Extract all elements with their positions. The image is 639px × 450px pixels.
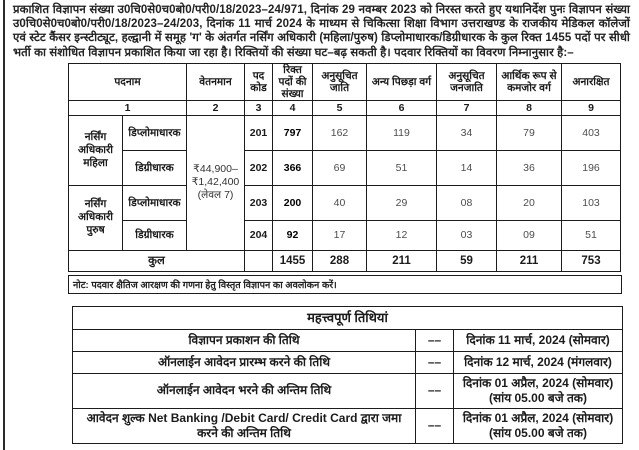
total-sc: 288: [312, 249, 367, 272]
post-code: 203: [244, 184, 273, 221]
intro-paragraph: प्रकाशित विज्ञापन संख्या उ0चि0से0च0बो0/प…: [13, 4, 630, 59]
date-value-line2: (सांय 05.00 बजे तक): [488, 425, 588, 440]
column-number: 5: [312, 99, 367, 116]
date-value-line1: दिनांक 01 अप्रैल, 2024 (सोमवार): [462, 375, 614, 390]
column-number: 1: [68, 99, 187, 116]
column-header-ews: आर्थिक रूप से कमजोर वर्ग: [496, 62, 562, 101]
date-row-label: विज्ञापन प्रकाशन की तिथि: [72, 328, 416, 352]
column-number-row: 1 2 3 4 5 6 7 8 9: [68, 99, 621, 116]
qualification-type: डिप्लोमाधारक: [122, 114, 187, 151]
pay-scale-line1: ₹44,900–: [193, 163, 238, 176]
total-vacant: 1455: [272, 249, 313, 272]
post-name-female: नर्सिंग अधिकारी महिला: [68, 114, 123, 186]
important-dates-table: महत्त्वपूर्ण तिथियां विज्ञापन प्रकाशन की…: [71, 305, 624, 444]
date-value-line1: दिनांक 01 अप्रैल, 2024 (सोमवार): [462, 410, 614, 425]
pay-scale-value: ₹44,900– ₹1,42,400 (लेवल 7): [186, 114, 245, 251]
st-count: 34: [436, 114, 497, 151]
column-header-post-code: पद कोड: [244, 62, 273, 101]
table-row-203: नर्सिंग अधिकारी पुरुष डिप्लोमाधारक 203 2…: [68, 184, 621, 251]
ews-count: 09: [496, 219, 562, 251]
qualification-type: डिप्लोमाधारक: [122, 184, 187, 221]
date-row: ऑनलाईन आवेदन प्रारम्भ करने की तिथि –– दि…: [72, 350, 624, 374]
st-count: 08: [436, 184, 497, 221]
date-value-line2: (सांय 05.00 बजे तक): [488, 390, 588, 405]
dash-separator: ––: [415, 328, 454, 352]
column-number: 6: [366, 99, 437, 116]
sc-count: 17: [312, 219, 367, 251]
dates-table-title: महत्त्वपूर्ण तिथियां: [71, 305, 624, 330]
post-code: 201: [244, 114, 273, 151]
table-row-202: डिग्रीधारक 202 366 69 51 14 36 196: [69, 149, 621, 186]
st-count: 14: [436, 149, 497, 186]
sc-count: 40: [312, 184, 367, 221]
ur-count: 403: [561, 114, 621, 151]
post-code: 202: [244, 149, 273, 186]
ews-count: 79: [496, 114, 562, 151]
dash-separator: ––: [415, 407, 454, 444]
note-text: नोट: पदवार क्षैतिज आरक्षण की गणना हेतु व…: [68, 274, 622, 294]
total-row: कुल 1455 288 211 59 211 753: [68, 249, 621, 272]
qualification-type: डिग्रीधारक: [122, 219, 187, 251]
column-header-pay-scale: वेतनमान: [186, 62, 245, 101]
column-header-unreserved: अनारक्षित: [561, 62, 621, 101]
date-row: विज्ञापन प्रकाशन की तिथि –– दिनांक 11 मा…: [72, 328, 624, 352]
sc-count: 162: [312, 114, 367, 151]
column-number: 3: [244, 99, 273, 116]
date-row: ऑनलाईन आवेदन भरने की अन्तिम तिथि –– दिना…: [72, 372, 624, 409]
post-code: 204: [244, 219, 273, 251]
column-number: 4: [272, 99, 313, 116]
total-st: 59: [436, 249, 497, 272]
dash-separator: ––: [415, 350, 454, 374]
obc-count: 12: [366, 219, 437, 251]
pay-scale-line2: ₹1,42,400: [191, 176, 240, 189]
document-page: प्रकाशित विज्ञापन संख्या उ0चि0से0च0बो0/प…: [13, 0, 639, 444]
column-header-vacant-posts: रिक्त पदों की संख्या: [272, 62, 313, 101]
qualification-type: डिग्रीधारक: [122, 149, 187, 186]
ews-count: 36: [496, 149, 562, 186]
total-ews: 211: [496, 249, 562, 272]
total-label: कुल: [68, 249, 245, 272]
obc-count: 29: [366, 184, 437, 221]
post-name-male: नर्सिंग अधिकारी पुरुष: [68, 184, 123, 251]
date-row-label: ऑनलाईन आवेदन प्रारम्भ करने की तिथि: [72, 350, 416, 374]
ur-count: 103: [561, 184, 621, 221]
date-row-value: दिनांक 12 मार्च, 2024 (मंगलवार): [452, 350, 624, 374]
table-row-201: नर्सिंग अधिकारी महिला डिप्लोमाधारक ₹44,9…: [68, 114, 621, 251]
ur-count: 196: [561, 149, 621, 186]
st-count: 03: [436, 219, 497, 251]
sc-count: 69: [312, 149, 367, 186]
vacant-count: 797: [272, 114, 313, 151]
vacant-count: 92: [272, 219, 313, 251]
obc-count: 119: [366, 114, 437, 151]
date-row-label: ऑनलाईन आवेदन भरने की अन्तिम तिथि: [72, 372, 416, 409]
total-obc: 211: [366, 249, 437, 272]
date-row-value: दिनांक 11 मार्च, 2024 (सोमवार): [452, 328, 624, 352]
column-number: 2: [186, 99, 245, 116]
date-row: आवेदन शुल्क Net Banking /Debit Card/ Cre…: [72, 407, 624, 444]
column-header-st: अनुसूचित जनजाति: [436, 62, 497, 101]
ur-count: 51: [561, 219, 621, 251]
column-header-sc: अनुसूचित जाति: [312, 62, 367, 101]
obc-count: 51: [366, 149, 437, 186]
page-left-border: [3, 0, 5, 450]
column-number: 7: [436, 99, 497, 116]
column-number: 9: [561, 99, 621, 116]
total-ur: 753: [561, 249, 621, 272]
vacant-count: 366: [272, 149, 313, 186]
column-header-obc: अन्य पिछड़ा वर्ग: [366, 62, 437, 101]
date-row-label: आवेदन शुल्क Net Banking /Debit Card/ Cre…: [72, 407, 416, 444]
dash-separator: ––: [415, 372, 454, 409]
vacancy-table: पदनाम वेतनमान पद कोड रिक्त पदों की संख्य…: [68, 62, 621, 272]
ews-count: 20: [496, 184, 562, 221]
date-row-value: दिनांक 01 अप्रैल, 2024 (सोमवार) (सांय 05…: [452, 372, 624, 409]
pay-scale-line3: (लेवल 7): [197, 189, 234, 202]
date-row-value: दिनांक 01 अप्रैल, 2024 (सोमवार) (सांय 05…: [452, 407, 624, 444]
column-number: 8: [496, 99, 562, 116]
vacant-count: 200: [272, 184, 313, 221]
column-header-post-name: पदनाम: [68, 62, 187, 101]
total-empty-code-cell: [244, 249, 273, 272]
table-row-204: डिग्रीधारक 204 92 17 12 03 09 51: [69, 219, 621, 251]
